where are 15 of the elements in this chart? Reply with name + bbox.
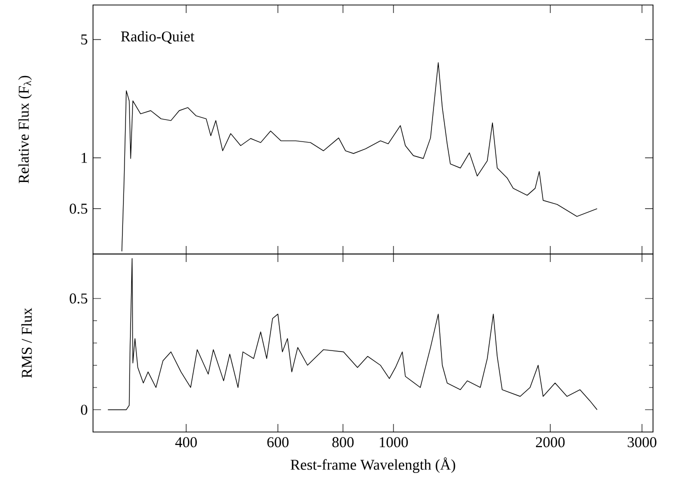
x-tick-label: 800 (332, 437, 354, 448)
x-axis-title: Rest-frame Wavelength (Å) (290, 457, 456, 473)
y-tick-label: 0 (80, 404, 88, 415)
x-tick-label: 400 (175, 437, 197, 448)
x-tick-label: 600 (267, 437, 289, 448)
y-tick-label: 0.5 (70, 293, 88, 304)
x-tick-label: 2000 (536, 437, 565, 448)
y-axis-title: Relative Flux (F$_{λ}$) (18, 76, 32, 184)
y-axis-title: RMS / Flux (21, 308, 32, 378)
x-tick-label: 3000 (628, 437, 656, 448)
y-tick-label: 1 (82, 152, 87, 163)
annotation: Radio-Quiet (121, 30, 194, 44)
y-tick-label: 5 (81, 34, 88, 44)
y-tick-label: 0.5 (70, 204, 88, 214)
x-tick-label: 1000 (380, 437, 408, 448)
